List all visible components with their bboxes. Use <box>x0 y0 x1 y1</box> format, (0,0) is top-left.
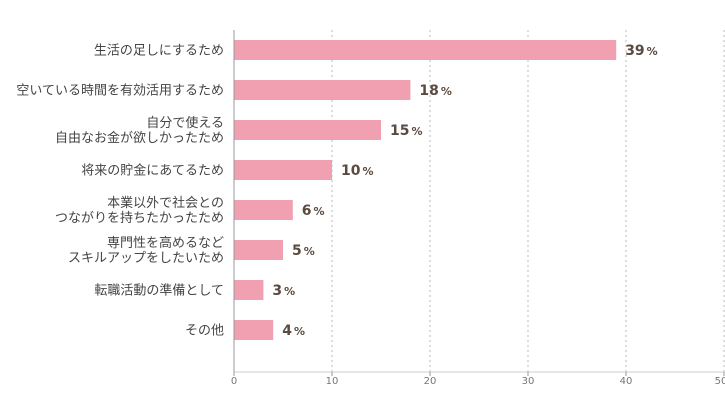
value-number: 39 <box>625 43 644 59</box>
bar <box>234 160 332 180</box>
category-label: 転職活動の準備として <box>94 283 224 299</box>
value-label: 6% <box>302 203 325 219</box>
value-unit: % <box>304 245 315 258</box>
value-number: 5 <box>292 243 302 259</box>
x-tick-labels: 0 10 20 30 40 50 <box>231 372 725 387</box>
bar <box>234 40 617 60</box>
bar <box>234 240 283 260</box>
bar <box>234 120 381 140</box>
category-label: 自由なお金が欲しかったため <box>55 130 224 146</box>
bars <box>234 40 617 340</box>
category-label: 自分で使える <box>146 115 224 131</box>
bar <box>234 80 411 100</box>
bar <box>234 320 274 340</box>
x-tick-label: 0 <box>231 376 237 387</box>
value-label: 3% <box>272 283 295 299</box>
category-label: スキルアップをしたいため <box>68 251 224 266</box>
value-unit: % <box>647 45 658 58</box>
category-label: 本業以外で社会との <box>107 195 224 211</box>
x-tick-label: 40 <box>620 376 633 387</box>
bar <box>234 200 293 220</box>
bar <box>234 280 264 300</box>
x-tick-label: 50 <box>715 376 725 387</box>
category-label: 生活の足しにするため <box>94 44 224 59</box>
category-label: つながりを持ちたかったため <box>55 211 224 226</box>
value-unit: % <box>314 205 325 218</box>
value-unit: % <box>362 165 373 178</box>
value-label: 39% <box>625 43 658 59</box>
category-label: 空いている時間を有効活用するため <box>16 84 224 99</box>
value-unit: % <box>294 325 305 338</box>
value-number: 6 <box>302 203 312 219</box>
category-labels: 生活の足しにするため空いている時間を有効活用するため自分で使える自由なお金が欲し… <box>16 44 224 339</box>
value-label: 10% <box>341 163 374 179</box>
grid-lines <box>331 30 725 372</box>
value-label: 4% <box>282 323 305 339</box>
value-labels: 39 %18 %15 %10 %6 %5 %3 %4% <box>272 43 657 339</box>
value-label: 15% <box>390 123 423 139</box>
category-label: 将来の貯金にあてるため <box>81 163 224 179</box>
value-number: 15 <box>390 123 409 139</box>
value-unit: % <box>284 285 295 298</box>
value-number: 10 <box>341 163 361 179</box>
value-unit: % <box>441 85 452 98</box>
x-tick-label: 20 <box>424 376 437 387</box>
value-number: 3 <box>272 283 282 299</box>
value-label: 18% <box>419 83 452 99</box>
category-label: その他 <box>185 324 224 339</box>
x-tick-label: 10 <box>326 376 339 387</box>
value-number: 18 <box>419 83 438 99</box>
value-unit: % <box>411 125 422 138</box>
x-tick-label: 30 <box>522 376 535 387</box>
value-number: 4 <box>282 323 292 339</box>
category-label: 専門性を高めるなど <box>107 235 224 251</box>
value-label: 5% <box>292 243 315 259</box>
